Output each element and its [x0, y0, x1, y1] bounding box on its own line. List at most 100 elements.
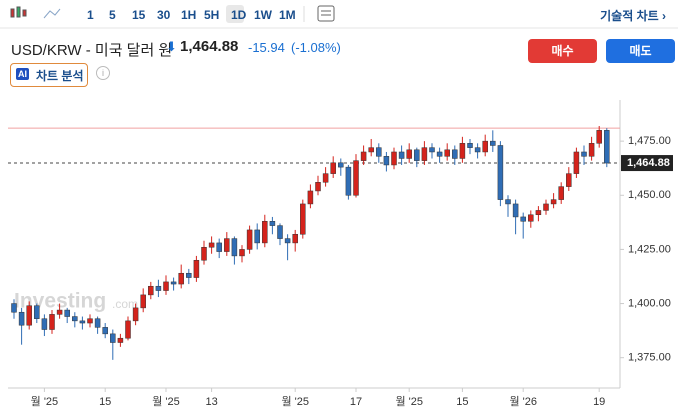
candle-body: [125, 320, 131, 339]
y-tick-label: 1,375.00: [628, 352, 671, 364]
change-pct: (-1.08%): [291, 40, 341, 55]
candle-body: [398, 151, 405, 159]
interval-button[interactable]: 30: [157, 8, 171, 22]
candle-body: [262, 221, 268, 244]
candle-body: [148, 285, 154, 296]
interval-button[interactable]: 1D: [231, 8, 247, 22]
candle-body: [604, 130, 610, 164]
watermark-suffix: .com: [112, 297, 138, 311]
symbol: USD/KRW - 미국 달러 원: [11, 42, 173, 59]
ai-button[interactable]: AI 차트 분석: [10, 63, 88, 87]
candle-body: [26, 305, 32, 326]
interval-button[interactable]: 1M: [279, 8, 296, 22]
candle-body: [132, 307, 139, 322]
candle-body: [490, 140, 496, 146]
candle-body: [18, 311, 25, 326]
candle-body: [87, 318, 93, 324]
candle-body: [284, 238, 291, 244]
candle-body: [497, 145, 504, 200]
y-tick-label: 1,450.00: [628, 189, 671, 201]
candle-body: [300, 203, 306, 235]
candle-body: [102, 327, 108, 335]
candle-body: [117, 337, 124, 343]
candle-body: [246, 229, 253, 250]
candle-body: [376, 147, 382, 157]
candle-body: [34, 305, 40, 319]
candle-body: [550, 199, 557, 205]
x-tick-label: 19: [593, 396, 605, 408]
interval-button[interactable]: 5H: [204, 8, 220, 22]
candle-body: [596, 130, 602, 144]
candle-body: [528, 214, 534, 222]
price: 1,464.88: [180, 38, 239, 55]
interval-button[interactable]: 1: [87, 8, 94, 22]
candle-body: [330, 162, 336, 174]
candle-body: [345, 166, 352, 196]
candle-body: [474, 147, 481, 153]
x-tick-label: 15: [456, 396, 468, 408]
candle-body: [383, 156, 390, 166]
candle-body: [79, 320, 86, 324]
info-icon[interactable]: i: [96, 66, 110, 80]
interval-button[interactable]: 1H: [181, 8, 197, 22]
candle-icon: [10, 6, 27, 18]
x-tick-label: 월 '25: [281, 395, 309, 408]
candle-body: [543, 203, 549, 211]
sell-button[interactable]: 매도: [606, 39, 675, 63]
interval-button[interactable]: 15: [132, 8, 146, 22]
x-tick-label: 13: [205, 396, 217, 408]
candle-body: [360, 151, 367, 161]
candle-body: [573, 151, 580, 174]
candle-body: [566, 173, 572, 187]
candle-body: [155, 285, 162, 291]
candle-body: [588, 143, 595, 157]
candle-body: [452, 149, 458, 159]
candle-body: [186, 272, 192, 278]
x-tick-label: 17: [350, 396, 362, 408]
candle-body: [315, 182, 321, 192]
last-price-box: [621, 155, 673, 172]
ai-badge: AI: [16, 68, 29, 80]
candle-body: [163, 281, 169, 291]
candle-body: [429, 147, 435, 153]
candle-body: [193, 259, 200, 278]
x-tick-label: 월 '26: [509, 395, 537, 408]
x-tick-label: 15: [99, 396, 111, 408]
layout-icon[interactable]: [317, 5, 335, 22]
area-icon: [43, 8, 61, 19]
candle-body: [231, 238, 238, 257]
candle-body: [170, 281, 177, 285]
y-tick-label: 1,400.00: [628, 297, 671, 309]
candle-body: [11, 303, 17, 313]
candle-body: [391, 151, 397, 166]
x-tick-label: 월 '25: [152, 395, 180, 408]
x-tick-label: 월 '25: [31, 395, 59, 408]
candle-body: [353, 160, 359, 196]
buy-button[interactable]: 매수: [528, 39, 597, 63]
interval-button[interactable]: 5: [109, 8, 116, 22]
candle-body: [254, 229, 260, 244]
last-price-label: 1,464.88: [627, 157, 670, 169]
candle-body: [338, 162, 344, 168]
ai-label: 차트 분석: [36, 69, 84, 83]
x-tick-label: 월 '25: [395, 395, 423, 408]
change: -15.94: [248, 40, 285, 55]
candle-body: [307, 190, 314, 205]
candle-body: [201, 246, 207, 261]
candle-body: [421, 147, 428, 161]
candle-body: [322, 173, 329, 183]
candle-body: [414, 149, 420, 161]
candle-body: [581, 151, 587, 157]
candle-body: [444, 149, 450, 157]
candle-body: [277, 225, 283, 239]
candle-body: [368, 147, 374, 153]
candle-body: [56, 309, 63, 315]
candle-body: [459, 143, 466, 159]
interval-button[interactable]: 1W: [254, 8, 272, 22]
candle-body: [94, 318, 101, 328]
candle-body: [41, 318, 48, 330]
technical-link[interactable]: 기술적 차트 ›: [600, 9, 666, 23]
y-tick-label: 1,425.00: [628, 243, 671, 255]
